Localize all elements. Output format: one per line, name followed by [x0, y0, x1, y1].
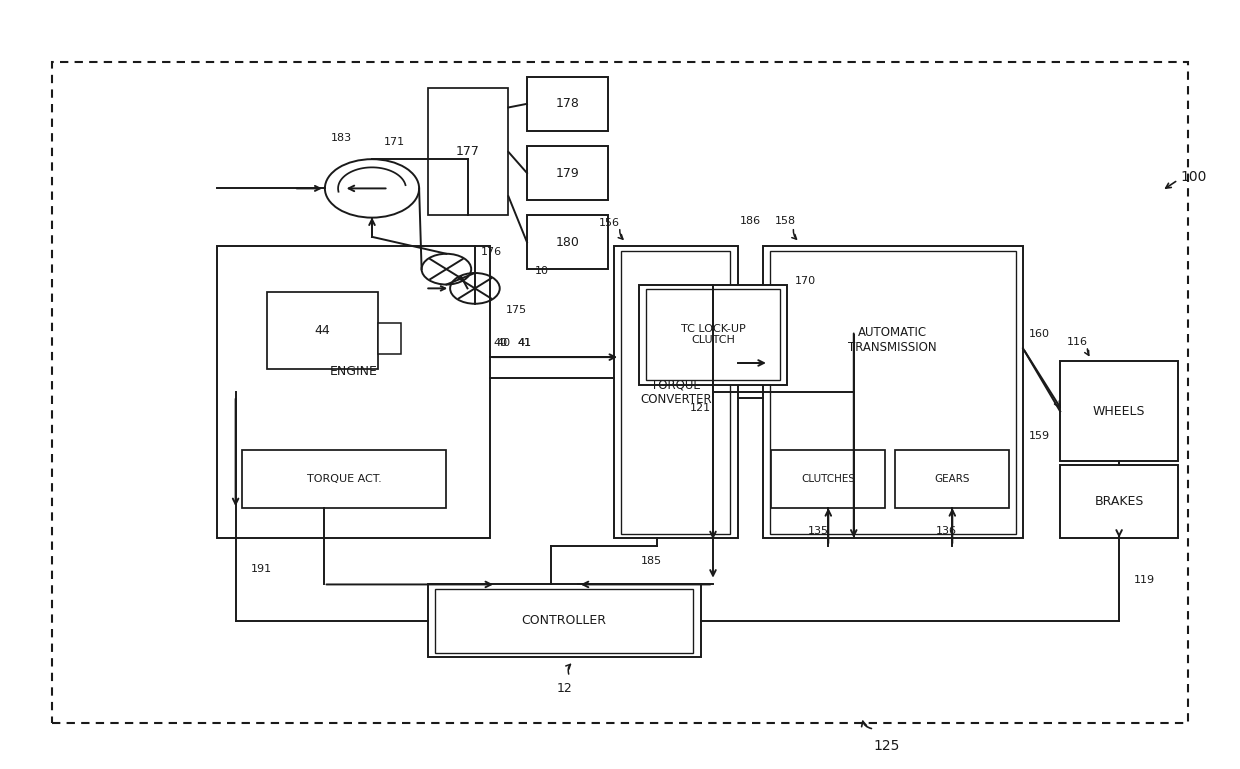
Text: GEARS: GEARS: [935, 474, 970, 484]
Text: 156: 156: [599, 218, 620, 228]
FancyArrowPatch shape: [565, 664, 570, 674]
Bar: [527, 146, 608, 200]
Text: TC LOCK-UP
CLUTCH: TC LOCK-UP CLUTCH: [681, 324, 745, 345]
Bar: [527, 77, 608, 131]
Bar: [763, 246, 1023, 538]
Bar: [771, 450, 885, 508]
Bar: [378, 323, 401, 354]
Text: 100: 100: [1180, 170, 1207, 184]
Bar: [770, 251, 1016, 534]
FancyArrowPatch shape: [862, 721, 872, 728]
Text: 176: 176: [481, 247, 502, 258]
Bar: [639, 285, 787, 384]
Bar: [428, 584, 701, 657]
Text: 183: 183: [330, 132, 352, 143]
Text: 10: 10: [534, 266, 548, 277]
Bar: [428, 88, 508, 215]
Bar: [646, 289, 780, 380]
Text: 177: 177: [456, 145, 480, 158]
Text: WHEELS: WHEELS: [1092, 405, 1146, 418]
Text: 125: 125: [873, 739, 900, 753]
Text: 180: 180: [556, 236, 579, 248]
Text: TORQUE ACT.: TORQUE ACT.: [306, 474, 382, 484]
Text: BRAKES: BRAKES: [1095, 495, 1143, 508]
Bar: [895, 450, 1009, 508]
Bar: [267, 292, 378, 369]
Text: 158: 158: [775, 215, 796, 226]
Text: 175: 175: [506, 305, 527, 315]
Text: 160: 160: [1029, 328, 1050, 339]
Bar: [621, 251, 730, 534]
Text: 170: 170: [795, 275, 816, 286]
Text: 44: 44: [315, 325, 330, 337]
Bar: [52, 62, 1188, 723]
Text: CLUTCHES: CLUTCHES: [801, 474, 856, 484]
Text: 186: 186: [740, 215, 761, 226]
Text: 40: 40: [494, 338, 507, 348]
Bar: [527, 215, 608, 269]
FancyArrowPatch shape: [792, 230, 796, 239]
Text: 119: 119: [1133, 574, 1156, 584]
Text: 40: 40: [496, 338, 510, 348]
Text: 185: 185: [640, 556, 662, 567]
Text: 116: 116: [1066, 337, 1087, 348]
Text: 135: 135: [808, 525, 828, 536]
Text: AUTOMATIC
TRANSMISSION: AUTOMATIC TRANSMISSION: [848, 325, 937, 354]
Text: 179: 179: [556, 167, 579, 179]
Bar: [1060, 361, 1178, 461]
Bar: [217, 246, 490, 538]
Bar: [435, 589, 693, 653]
Text: 41: 41: [517, 338, 531, 348]
FancyArrowPatch shape: [619, 230, 622, 239]
Text: 41: 41: [517, 338, 531, 348]
Text: 159: 159: [1029, 431, 1050, 441]
Text: ENGINE: ENGINE: [330, 365, 377, 378]
Text: 191: 191: [250, 564, 272, 574]
Text: 178: 178: [556, 98, 579, 110]
Bar: [1060, 465, 1178, 538]
Text: 12: 12: [557, 682, 572, 694]
Text: CONTROLLER: CONTROLLER: [522, 614, 606, 628]
Text: 171: 171: [383, 137, 405, 148]
Text: TORQUE
CONVERTER: TORQUE CONVERTER: [640, 378, 712, 406]
Text: 136: 136: [936, 525, 956, 536]
Text: 121: 121: [689, 402, 712, 413]
Bar: [614, 246, 738, 538]
FancyArrowPatch shape: [1085, 349, 1089, 355]
Bar: [242, 450, 446, 508]
